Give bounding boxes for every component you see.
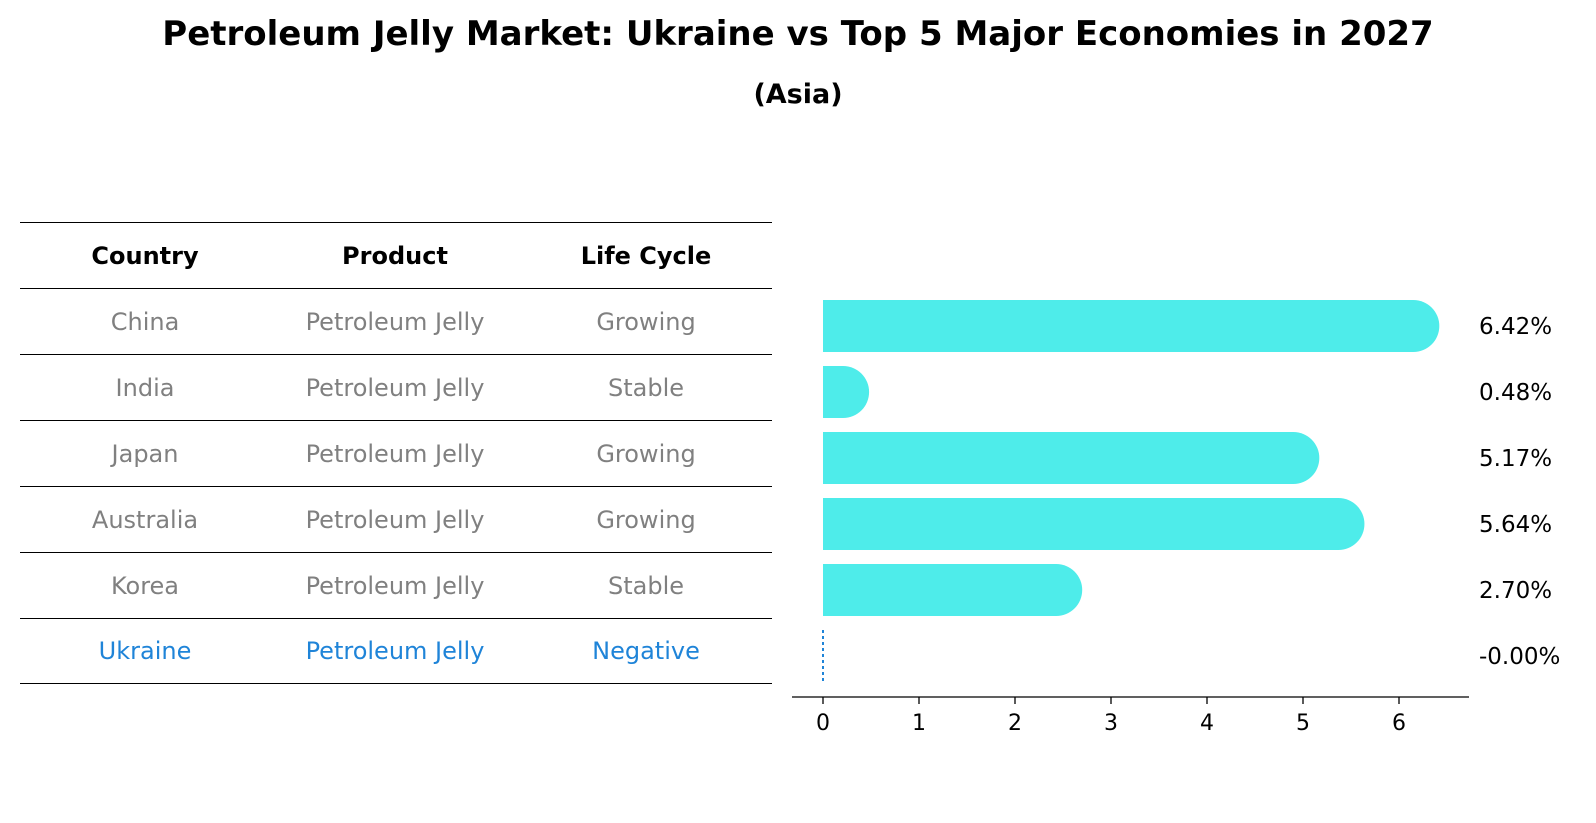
data-table: Country Product Life Cycle China Petrole… <box>20 222 772 684</box>
bar <box>823 498 1365 550</box>
table-row: Australia Petroleum Jelly Growing <box>20 486 772 552</box>
cell-life-cycle: Growing <box>596 505 696 534</box>
cell-life-cycle: Negative <box>592 637 700 665</box>
data-label: 0.48% <box>1479 380 1552 406</box>
cell-country: Australia <box>91 505 199 534</box>
cell-country: India <box>115 373 175 402</box>
cell-product: Petroleum Jelly <box>305 637 485 665</box>
cell-product: Petroleum Jelly <box>305 505 485 534</box>
table-header-row: Country Product Life Cycle <box>20 222 772 288</box>
data-label: 5.64% <box>1479 512 1552 538</box>
cell-life-cycle: Stable <box>607 571 685 600</box>
data-label: 5.17% <box>1479 446 1552 472</box>
header-product: Product <box>342 241 448 270</box>
data-label: 6.42% <box>1479 314 1552 340</box>
header-country: Country <box>91 241 199 270</box>
x-tick-label: 3 <box>1104 711 1118 736</box>
cell-life-cycle: Growing <box>596 307 696 336</box>
x-tick-label: 5 <box>1296 711 1310 736</box>
cell-country: Japan <box>111 439 179 468</box>
chart-title: Petroleum Jelly Market: Ukraine vs Top 5… <box>162 14 1434 54</box>
bar <box>823 366 870 418</box>
cell-product: Petroleum Jelly <box>305 307 485 336</box>
cell-life-cycle: Growing <box>596 439 696 468</box>
table-row: China Petroleum Jelly Growing <box>20 288 772 354</box>
table-row: Korea Petroleum Jelly Stable <box>20 552 772 618</box>
chart-subtitle: (Asia) <box>753 79 843 110</box>
header-life-cycle: Life Cycle <box>580 241 712 270</box>
x-tick-label: 0 <box>816 711 830 736</box>
cell-country: China <box>110 307 180 336</box>
cell-country: Korea <box>110 571 180 600</box>
cell-country: Ukraine <box>98 637 192 665</box>
table-row: Japan Petroleum Jelly Growing <box>20 420 772 486</box>
cell-product: Petroleum Jelly <box>305 373 485 402</box>
x-tick-label: 1 <box>912 711 926 736</box>
x-tick-label: 2 <box>1008 711 1022 736</box>
data-label: 2.70% <box>1479 578 1552 604</box>
table-row-highlight: Ukraine Petroleum Jelly Negative <box>20 618 772 684</box>
cell-product: Petroleum Jelly <box>305 571 485 600</box>
table-row: India Petroleum Jelly Stable <box>20 354 772 420</box>
cell-product: Petroleum Jelly <box>305 439 485 468</box>
bar <box>823 564 1083 616</box>
bar <box>823 432 1320 484</box>
x-tick-label: 4 <box>1200 711 1214 736</box>
x-tick-label: 6 <box>1392 711 1406 736</box>
bar <box>823 300 1440 352</box>
cell-life-cycle: Stable <box>607 373 685 402</box>
data-label: -0.00% <box>1479 644 1560 670</box>
